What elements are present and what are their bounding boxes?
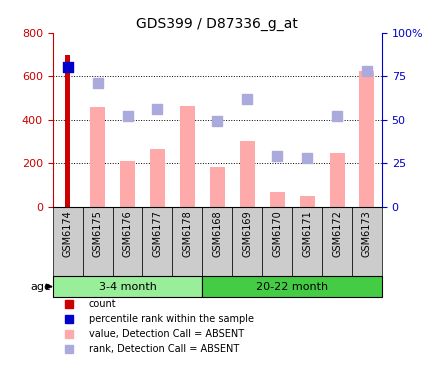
Bar xyxy=(299,196,314,206)
Bar xyxy=(291,206,321,276)
Text: GSM6177: GSM6177 xyxy=(152,210,162,257)
Point xyxy=(213,118,220,124)
Text: 20-22 month: 20-22 month xyxy=(255,281,328,292)
Point xyxy=(94,80,101,86)
Bar xyxy=(53,206,82,276)
Bar xyxy=(53,276,202,297)
Text: GSM6175: GSM6175 xyxy=(92,210,102,257)
Bar xyxy=(329,153,344,206)
Bar xyxy=(269,193,284,206)
Text: GSM6174: GSM6174 xyxy=(63,210,72,257)
Point xyxy=(64,64,71,70)
Bar xyxy=(202,276,381,297)
Point xyxy=(333,113,340,119)
Bar xyxy=(232,206,261,276)
Bar xyxy=(202,206,232,276)
Text: GSM6178: GSM6178 xyxy=(182,210,192,257)
Bar xyxy=(82,206,112,276)
Text: GSM6172: GSM6172 xyxy=(331,210,341,257)
Bar xyxy=(351,206,381,276)
Bar xyxy=(65,55,70,206)
Bar xyxy=(321,206,351,276)
Text: 3-4 month: 3-4 month xyxy=(99,281,156,292)
Text: GSM6169: GSM6169 xyxy=(242,210,252,257)
Point xyxy=(124,113,131,119)
Bar xyxy=(172,206,202,276)
Text: percentile rank within the sample: percentile rank within the sample xyxy=(88,314,253,324)
Bar xyxy=(239,141,254,206)
Title: GDS399 / D87336_g_at: GDS399 / D87336_g_at xyxy=(136,16,297,30)
Bar xyxy=(180,106,194,206)
Text: GSM6171: GSM6171 xyxy=(301,210,311,257)
Bar xyxy=(359,71,374,206)
Bar xyxy=(112,206,142,276)
Point xyxy=(273,153,280,158)
Text: GSM6173: GSM6173 xyxy=(361,210,371,257)
Bar xyxy=(150,149,165,206)
Text: age: age xyxy=(30,281,51,292)
Bar xyxy=(120,161,135,206)
Bar xyxy=(209,168,224,206)
Bar xyxy=(261,206,291,276)
Point xyxy=(303,155,310,161)
Bar xyxy=(90,107,105,206)
Bar xyxy=(142,206,172,276)
Point xyxy=(154,106,161,112)
Text: value, Detection Call = ABSENT: value, Detection Call = ABSENT xyxy=(88,329,244,339)
Text: GSM6176: GSM6176 xyxy=(122,210,132,257)
Text: rank, Detection Call = ABSENT: rank, Detection Call = ABSENT xyxy=(88,344,239,354)
Point xyxy=(243,96,250,102)
Point xyxy=(363,68,370,74)
Text: GSM6168: GSM6168 xyxy=(212,210,222,257)
Text: GSM6170: GSM6170 xyxy=(272,210,282,257)
Text: count: count xyxy=(88,299,116,309)
